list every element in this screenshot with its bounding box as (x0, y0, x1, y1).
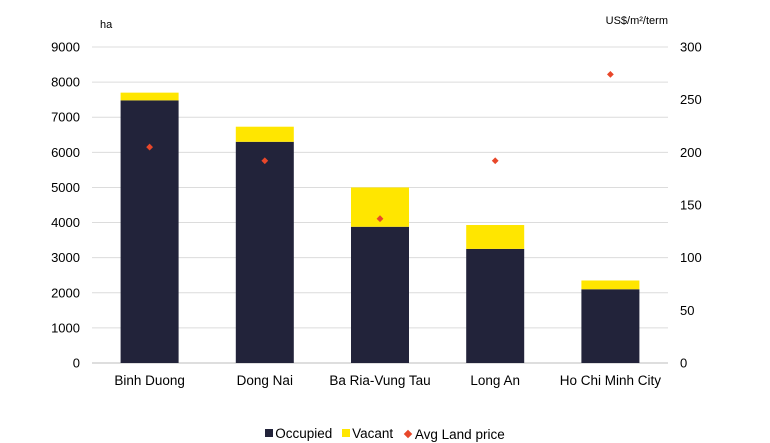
legend-price: Avg Land price (403, 427, 505, 442)
right-tick-200: 200 (680, 145, 702, 160)
bar-vacant-3 (466, 225, 525, 249)
left-tick-2000: 2000 (51, 285, 80, 300)
bar-occupied-0 (120, 100, 179, 363)
bar-vacant-0 (120, 92, 179, 101)
price-marker-2 (376, 215, 384, 223)
right-tick-0: 0 (680, 356, 687, 371)
right-tick-300: 300 (680, 40, 702, 55)
legend-price-label: Avg Land price (414, 426, 505, 442)
bar-occupied-3 (466, 248, 525, 363)
chart: 0 1000 2000 3000 4000 5000 6000 7000 8000 9000 0 5… (51, 15, 702, 388)
left-tick-9000: 9000 (51, 40, 80, 55)
legend: Occupied Vacant Avg Land price (0, 425, 770, 442)
price-marker-0 (146, 143, 153, 151)
category-label-1: Dong Nai (237, 373, 293, 388)
bar-vacant-4 (581, 280, 640, 290)
left-tick-6000: 6000 (51, 145, 80, 160)
right-tick-100: 100 (680, 250, 702, 265)
right-axis-unit: US$/m²/term (606, 15, 668, 27)
left-axis-unit: ha (100, 19, 113, 31)
legend-vacant-swatch (342, 429, 351, 437)
left-axis-ticks: 0 1000 2000 3000 4000 5000 6000 7000 8000 9000 (51, 40, 80, 371)
price-marker-3 (491, 157, 499, 165)
left-tick-1000: 1000 (51, 320, 80, 335)
bar-vacant-1 (235, 126, 294, 142)
category-label-3: Long An (470, 373, 520, 388)
category-label-0: Binh Duong (114, 373, 185, 388)
bar-occupied-2 (351, 226, 409, 363)
price-marker-4 (607, 70, 614, 78)
price-marker-1 (261, 157, 269, 165)
left-tick-0: 0 (73, 356, 80, 371)
category-label-2: Ba Ria-Vung Tau (329, 373, 430, 388)
legend-price-diamond-icon (403, 429, 413, 439)
price-markers (146, 70, 614, 223)
left-tick-7000: 7000 (51, 110, 80, 125)
left-tick-8000: 8000 (51, 75, 80, 90)
bar-occupied-4 (581, 289, 640, 363)
right-tick-250: 250 (680, 92, 702, 107)
bar-occupied-1 (235, 141, 294, 363)
legend-occupied-label: Occupied (275, 425, 333, 441)
left-tick-5000: 5000 (51, 180, 80, 195)
right-tick-150: 150 (680, 198, 702, 213)
legend-vacant-label: Vacant (352, 425, 394, 441)
legend-vacant: Vacant (342, 426, 393, 441)
legend-occupied-swatch (265, 429, 274, 437)
right-tick-50: 50 (680, 303, 694, 318)
legend-occupied: Occupied (265, 426, 332, 441)
category-label-4: Ho Chi Minh City (560, 373, 662, 388)
bars (120, 92, 640, 363)
right-axis-ticks: 0 50 100 150 200 250 300 (680, 40, 702, 371)
category-labels: Binh Duong Dong Nai Ba Ria-Vung Tau Long An… (114, 373, 661, 388)
left-tick-4000: 4000 (51, 215, 80, 230)
left-tick-3000: 3000 (51, 250, 80, 265)
